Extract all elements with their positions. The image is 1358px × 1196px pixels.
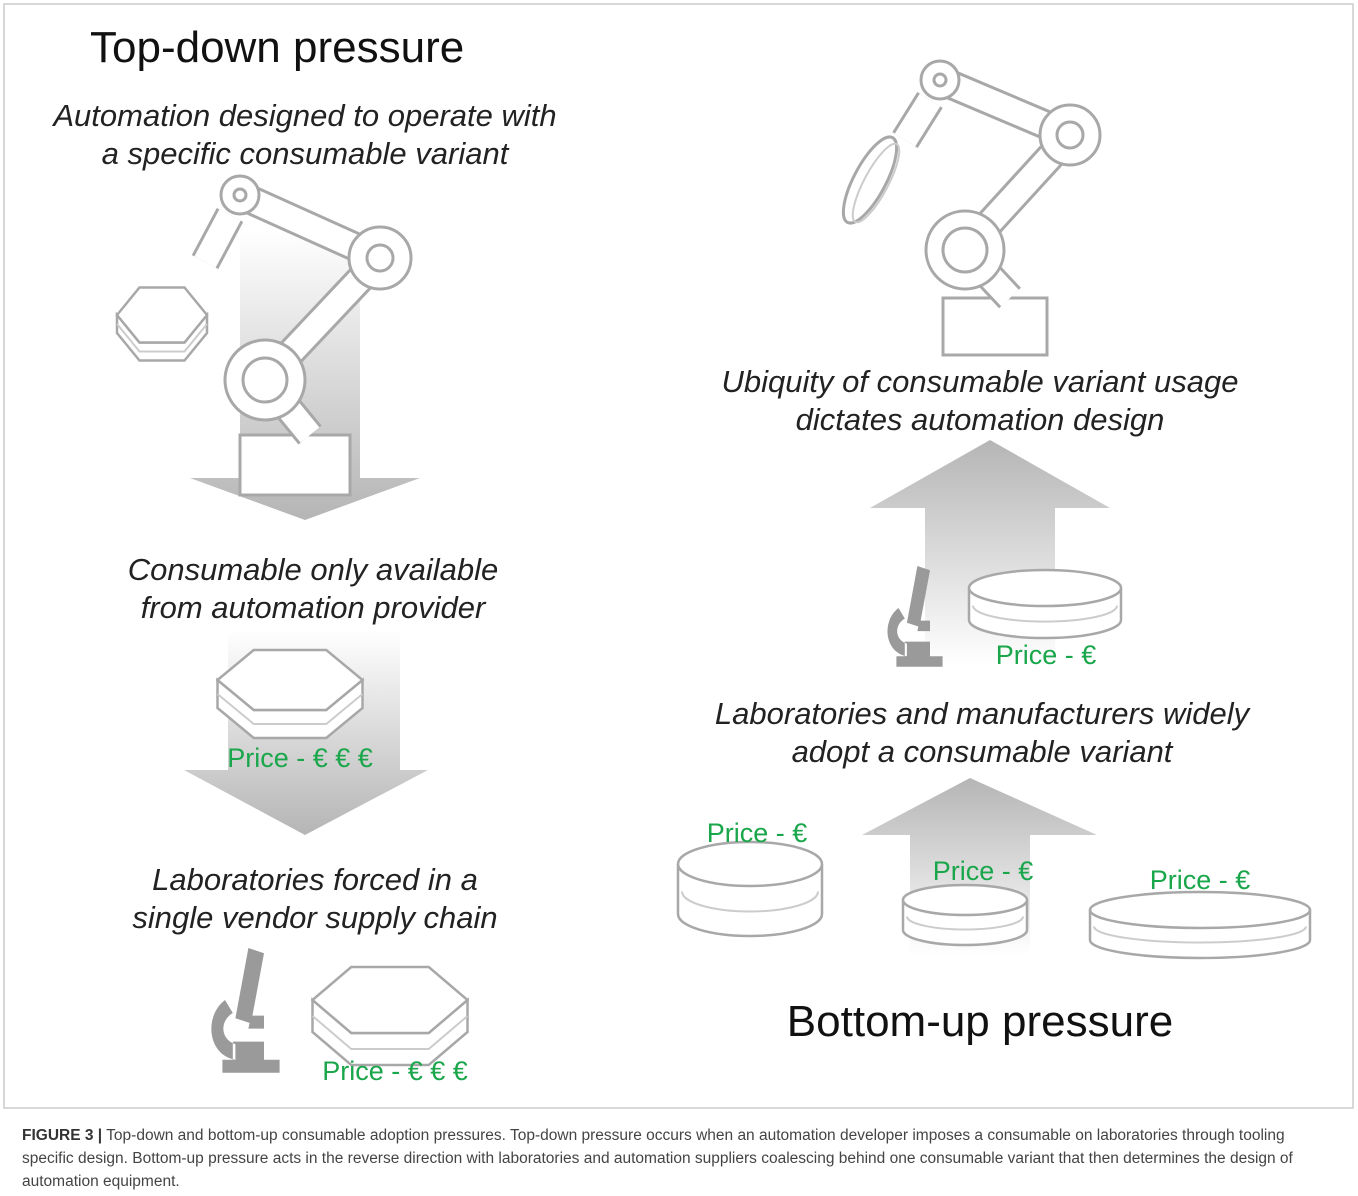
robot-joint: [943, 228, 987, 272]
label: Consumable only available: [128, 552, 499, 587]
price: Price - € € €: [227, 743, 373, 773]
petri-dish: [1090, 892, 1310, 928]
label: adopt a consumable variant: [792, 734, 1174, 769]
caption: FIGURE 3 | Top-down and bottom-up consum…: [22, 1124, 1340, 1193]
label: single vendor supply chain: [132, 900, 497, 935]
robot-base: [240, 435, 350, 495]
gripped-dish: [833, 130, 906, 230]
label: dictates automation design: [796, 402, 1165, 437]
robot-joint: [1057, 122, 1083, 148]
robot-base: [943, 298, 1047, 355]
petri-dish: [969, 570, 1121, 606]
page: Top-down pressure Automation designed to…: [0, 0, 1358, 1196]
figure: Top-down pressure Automation designed to…: [0, 0, 1358, 1196]
title: Top-down pressure: [90, 23, 464, 72]
label: Automation designed to operate with: [51, 98, 556, 133]
petri-dish: [903, 885, 1027, 915]
price: Price - € € €: [322, 1056, 468, 1086]
price: Price - €: [933, 856, 1034, 886]
caption-text: Top-down and bottom-up consumable adopti…: [22, 1127, 1293, 1190]
title: Bottom-up pressure: [787, 997, 1173, 1046]
robot-link: [205, 215, 230, 262]
caption-label: FIGURE 3 |: [22, 1127, 102, 1144]
price: Price - €: [1150, 865, 1251, 895]
label: from automation provider: [141, 590, 487, 625]
robot-joint: [934, 74, 946, 86]
price: Price - €: [996, 640, 1097, 670]
price: Price - €: [707, 818, 808, 848]
label: Ubiquity of consumable variant usage: [722, 364, 1239, 399]
robot-joint: [367, 245, 393, 271]
robot-joint: [234, 189, 246, 201]
label: Laboratories and manufacturers widely: [715, 696, 1252, 731]
label: a specific consumable variant: [102, 136, 510, 171]
label: Laboratories forced in a: [152, 862, 478, 897]
petri-dish: [678, 842, 822, 886]
microscope: [211, 948, 279, 1073]
robot-joint: [243, 358, 287, 402]
